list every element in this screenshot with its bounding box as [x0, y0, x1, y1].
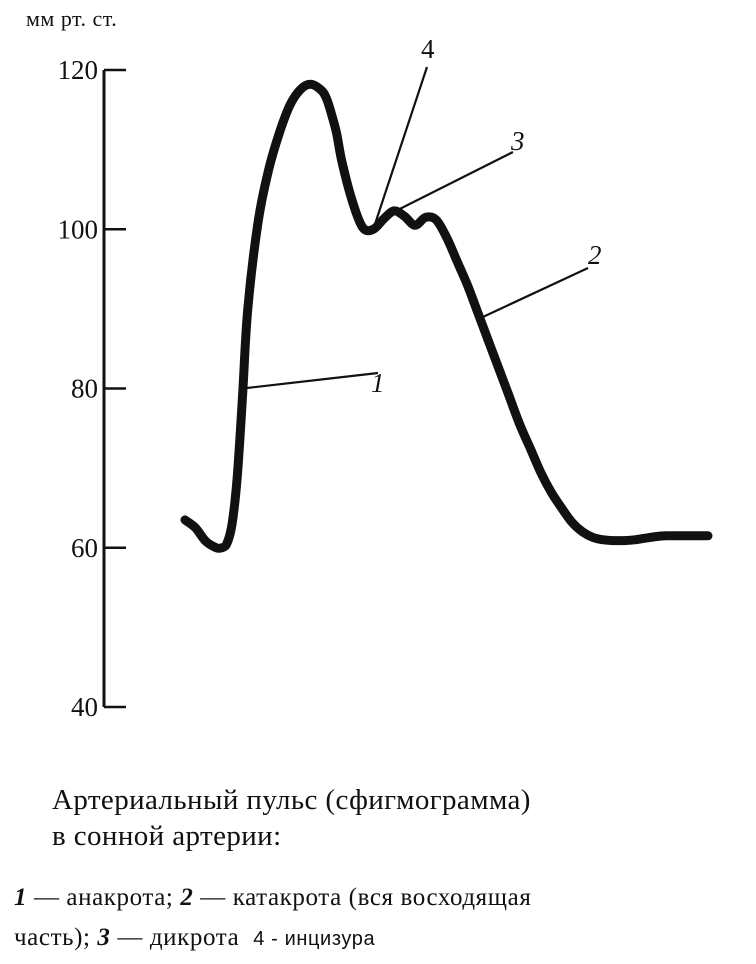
legend-line-2: часть); 3 — дикрота 4 - инцизура: [14, 918, 531, 959]
legend-num-1: 1: [14, 884, 28, 911]
y-axis: 120 100 80 60 40: [58, 55, 126, 722]
annotation-3-leader: [393, 151, 514, 213]
legend-text-3: — дикрота: [110, 924, 240, 951]
annotation-1-label: 1: [371, 368, 385, 398]
caption-line-2: в сонной артерии:: [52, 820, 282, 852]
annotation-4-label: 4: [421, 34, 435, 64]
legend-text-2-cont: часть);: [14, 924, 98, 951]
legend-line-1: 1 — анакрота; 2 — катакрота (вся восходя…: [14, 878, 531, 918]
legend-text-4: 4 - инцизура: [253, 928, 376, 950]
annotation-2-leader: [482, 267, 589, 318]
y-tick-label: 80: [71, 374, 98, 404]
annotation-3-label: 3: [510, 126, 525, 156]
legend-num-2: 2: [180, 884, 194, 911]
figure-legend: 1 — анакрота; 2 — катакрота (вся восходя…: [14, 878, 531, 959]
annotation-1-leader: [242, 371, 379, 390]
annotation-2-label: 2: [588, 240, 602, 270]
annotations: 1 2 3 4: [242, 34, 602, 398]
y-tick-label: 100: [58, 214, 99, 244]
y-tick-label: 40: [71, 692, 98, 722]
figure-caption: Артериальный пульс (сфигмограмма) в сонн…: [52, 782, 531, 854]
legend-text-1: — анакрота;: [27, 884, 181, 911]
y-tick-label: 60: [71, 533, 98, 563]
legend-text-2: — катакрота (вся восходящая: [193, 884, 532, 911]
y-tick-label: 120: [58, 55, 99, 85]
pulse-curve: [180, 79, 713, 553]
caption-line-1: Артериальный пульс (сфигмограмма): [52, 784, 531, 816]
y-axis-unit-label: мм рт. ст.: [26, 6, 118, 31]
pulse-curve-group: [180, 79, 713, 553]
annotation-4-leader: [372, 66, 429, 230]
legend-num-3: 3: [97, 924, 111, 951]
